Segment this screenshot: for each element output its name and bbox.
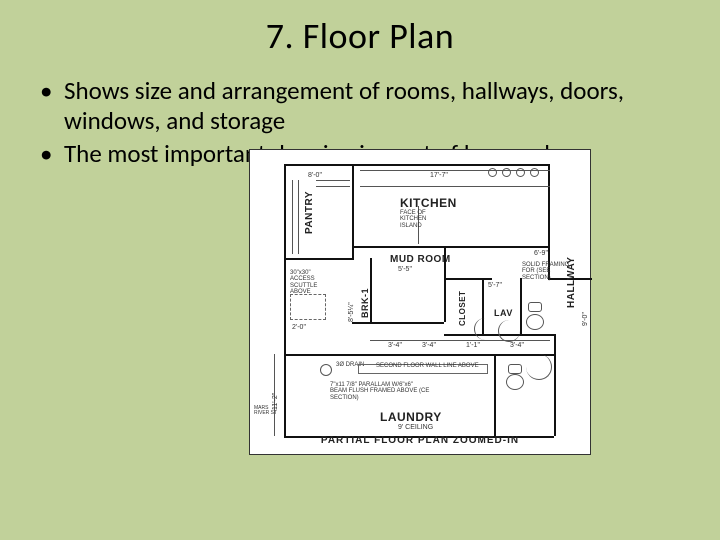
dim-small-b: 2'-0" [292,324,306,331]
room-pantry: PANTRY [304,191,315,234]
dim-lav-w: 5'-7" [488,282,502,289]
note-framing: SOLID FRAMING FOR (SEE SECTION) [522,262,578,282]
bullet-item: Shows size and arrangement of rooms, hal… [36,76,684,135]
dim-small-a: 1'-1" [466,342,480,349]
note-parallam: 7"x11 7/8" PARALLAM W/6"x6" BEAM FLUSH F… [330,382,430,402]
note-access: 30"x30" ACCESS SCUTTLE ABOVE [290,270,334,296]
dim-hallway-h: 9'-0" [582,312,589,326]
room-laundry: LAUNDRY [380,410,442,424]
dim-col-a: 3'-4" [388,342,402,349]
dim-kitchen-width: 17'-7" [430,172,448,179]
room-closet: CLOSET [458,290,467,325]
dim-pantry-width: 8'-0" [308,172,322,179]
dim-hallway-w: 6'-9" [534,250,548,257]
dim-col-c: 3'-4" [510,342,524,349]
floorplan-diagram: 17'-7" 8'-0" PANTRY KITCHEN FACE OF KITC… [249,149,591,455]
note-face: FACE OF KITCHEN ISLAND [400,210,440,230]
floorplan-caption: PARTIAL FLOOR PLAN ZOOMED-IN [250,435,590,446]
note-beam: SECOND FLOOR WALL LINE ABOVE [376,363,479,370]
dim-brk-h: 8'-5¼" [348,302,355,322]
room-brk: BRK-1 [360,287,370,317]
room-lav: LAV [494,308,513,318]
note-ceiling: 9' CEILING [398,424,433,431]
room-mudroom: MUD ROOM [390,254,451,265]
room-kitchen: KITCHEN [400,196,457,210]
slide-title: 7. Floor Plan [36,14,684,58]
dim-col-b: 3'-4" [422,342,436,349]
dim-mud-w: 5'-5" [398,266,412,273]
